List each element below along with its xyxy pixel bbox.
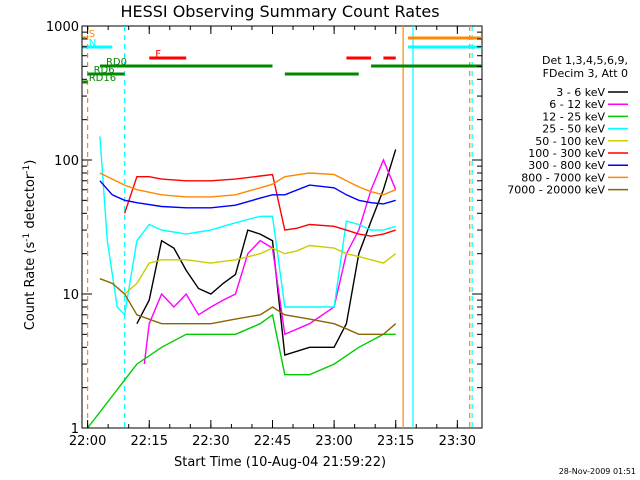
y-label-sup-2: -1 [22,165,32,174]
attenuator-vlines [87,26,473,428]
series-line [99,172,396,198]
legend-entry: 50 - 100 keV [535,135,605,148]
x-tick-label: 22:45 [254,434,291,449]
legend-entry: 100 - 300 keV [528,147,605,160]
flag-label: N [89,38,96,49]
legend-entry: 25 - 50 keV [542,123,605,136]
series-group [87,136,397,429]
legend-entry: 800 - 7000 keV [521,171,605,184]
legend-header-line-2: FDecim 3, Att 0 [543,67,628,80]
series-line [123,173,396,237]
y-axis-label: Count Rate (s-1 detector-1) [22,160,38,331]
x-tick-label: 22:30 [192,434,229,449]
y-label-close: ) [23,160,38,165]
flag-label: RD16 [89,73,116,84]
flag-label: F [155,49,161,60]
series-line [124,244,397,295]
series-line [99,278,397,335]
flag-label: S [89,29,95,40]
legend-entry: 300 - 800 keV [528,159,605,172]
x-tick-label: 23:30 [439,434,476,449]
series-line [87,313,396,429]
footer-timestamp: 28-Nov-2009 01:51 [559,467,636,476]
y-tick-label: 100 [54,154,79,169]
x-tick-label: 23:00 [315,434,352,449]
plot-area [81,25,483,429]
series-line [99,180,396,209]
y-label-main: Count Rate (s [23,242,38,331]
series-line [136,149,397,357]
legend-header-line-1: Det 1,3,4,5,6,9, [542,54,628,67]
flag-label: RD0 [106,57,127,68]
flag-label: RD6 [94,65,115,76]
axes: 22:00 22:15 22:30 22:45 23:00 23:15 23:30 1 10 10… [46,20,482,449]
legend: Det 1,3,4,5,6,9, FDecim 3, Att 0 3 - 6 k… [507,54,628,197]
plot-frame [81,25,483,429]
legend-entry: 3 - 6 keV [556,86,605,99]
y-label-tail: detector [23,173,38,233]
series-line [99,136,396,317]
x-tick-label: 22:15 [131,434,168,449]
chart-title: HESSI Observing Summary Count Rates [120,2,439,21]
x-tick-label: 23:15 [377,434,414,449]
x-tick-label: 22:00 [69,434,106,449]
legend-entry: 7000 - 20000 keV [507,184,605,197]
legend-entry: 6 - 12 keV [549,98,605,111]
x-axis-label: Start Time (10-Aug-04 21:59:22) [174,455,386,470]
y-tick-label: 1000 [46,20,79,35]
legend-entry: 12 - 25 keV [542,110,605,123]
y-label-sup-1: -1 [22,233,32,242]
y-tick-label: 10 [62,288,79,303]
y-tick-label: 1 [71,422,79,437]
